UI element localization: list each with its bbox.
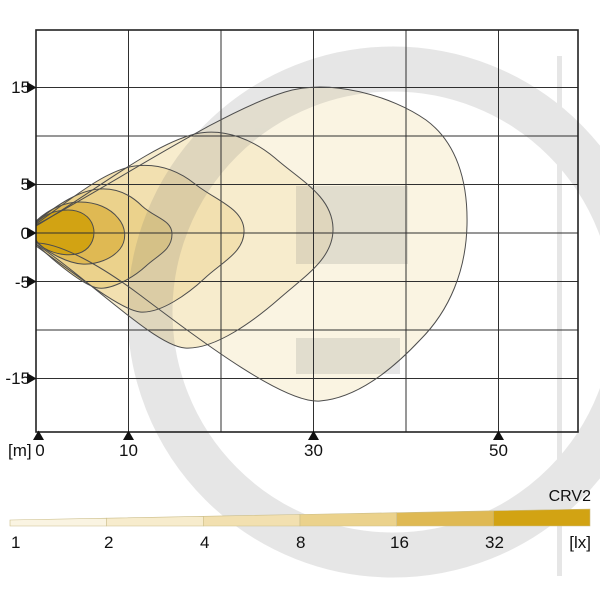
y-tick-arrow-15 bbox=[27, 82, 37, 93]
y-tick-arrow-neg15 bbox=[27, 373, 37, 384]
watermark-ring bbox=[127, 46, 600, 578]
y-tick-label-neg15: -15 bbox=[5, 369, 30, 388]
watermark-block-lower bbox=[296, 338, 400, 374]
y-tick-label-15: 15 bbox=[11, 78, 30, 97]
legend-segment-4lx bbox=[203, 514, 301, 527]
x-tick-label-10: 10 bbox=[119, 441, 138, 460]
legend-value-1: 1 bbox=[11, 533, 20, 552]
legend-segment-16lx bbox=[396, 510, 494, 527]
y-tick-label-neg5: -5 bbox=[15, 273, 30, 292]
x-tick-label-0: 0 bbox=[35, 441, 44, 460]
x-tick-label-50: 50 bbox=[489, 441, 508, 460]
watermark-block-upper bbox=[296, 186, 408, 264]
y-tick-arrow-5 bbox=[27, 179, 37, 190]
x-tick-label-30: 30 bbox=[304, 441, 323, 460]
x-tick-arrow-30 bbox=[308, 430, 319, 440]
legend-unit-label: [lx] bbox=[569, 533, 591, 552]
legend-value-2: 2 bbox=[104, 533, 113, 552]
legend-value-8: 8 bbox=[296, 533, 305, 552]
y-tick-arrow-neg5 bbox=[27, 276, 37, 287]
legend-segment-1lx bbox=[9, 517, 107, 527]
legend-segment-2lx bbox=[106, 515, 204, 527]
x-tick-arrow-50 bbox=[493, 430, 504, 440]
watermark-edge-line bbox=[557, 56, 562, 576]
y-tick-label-5: 5 bbox=[21, 175, 30, 194]
legend-segment-32lx bbox=[492, 508, 591, 527]
axis-tick-arrows bbox=[27, 82, 504, 440]
legend-intensity-bar bbox=[9, 508, 591, 527]
y-tick-arrow-0 bbox=[27, 227, 37, 239]
y-tick-label-0: 0 bbox=[21, 224, 30, 243]
plot-border bbox=[35, 29, 579, 433]
legend-value-16: 16 bbox=[390, 533, 409, 552]
legend-value-32: 32 bbox=[485, 533, 504, 552]
legend-value-4: 4 bbox=[200, 533, 209, 552]
x-axis-unit-label: [m] bbox=[8, 441, 32, 460]
x-tick-arrow-10 bbox=[123, 430, 134, 440]
legend-title: CRV2 bbox=[549, 488, 591, 505]
legend-segment-8lx bbox=[299, 512, 398, 527]
x-tick-arrow-0 bbox=[33, 430, 44, 440]
